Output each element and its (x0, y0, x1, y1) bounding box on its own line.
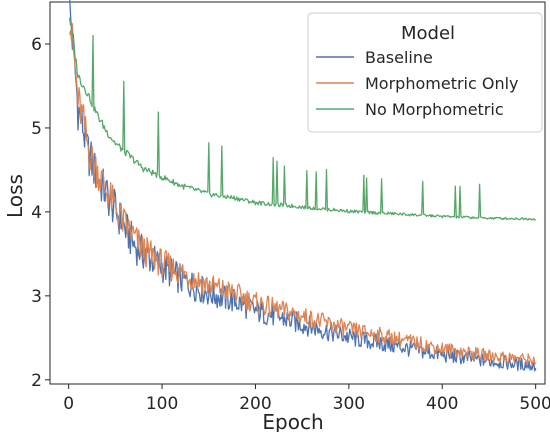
y-tick-label: 5 (31, 119, 42, 139)
legend-title: Model (401, 23, 455, 44)
x-tick-label: 300 (333, 394, 365, 414)
x-tick-label: 200 (239, 394, 271, 414)
legend-label: Baseline (365, 48, 433, 67)
legend-label: Morphometric Only (365, 74, 519, 93)
series-line-no-morphometric (68, 17, 536, 221)
y-tick-label: 3 (31, 287, 42, 307)
x-axis-label: Epoch (262, 410, 323, 432)
legend-label: No Morphometric (365, 100, 504, 119)
x-axis: 0 100 200 300 400 500 (63, 384, 550, 414)
y-tick-label: 2 (31, 371, 42, 391)
x-tick-label: 500 (519, 394, 550, 414)
y-tick-label: 6 (31, 35, 42, 55)
legend: Model Baseline Morphometric Only No Morphom… (307, 12, 543, 133)
x-tick-label: 400 (426, 394, 458, 414)
y-axis-label: Loss (3, 174, 27, 218)
legend-box (307, 12, 543, 133)
x-tick-label: 100 (146, 394, 178, 414)
y-axis: 2 3 4 5 6 (31, 35, 50, 391)
x-tick-label: 0 (63, 394, 74, 414)
y-tick-label: 4 (31, 203, 42, 223)
series-line-morphometric-only (68, 23, 537, 366)
